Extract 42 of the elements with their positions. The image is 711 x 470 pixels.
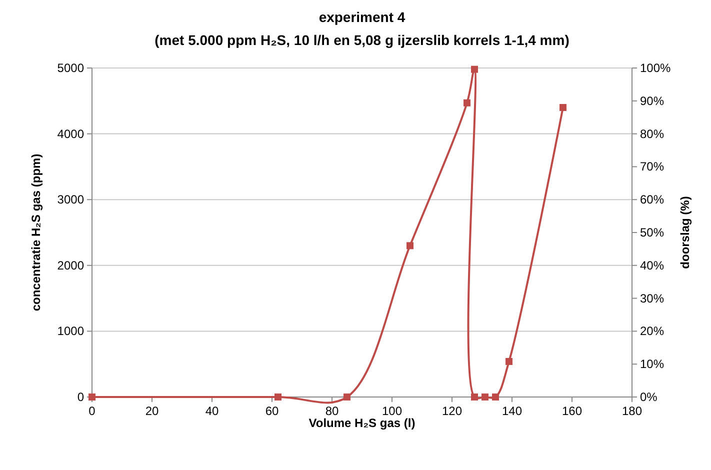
x-tick-label: 120 (442, 404, 462, 418)
point (344, 394, 350, 400)
point (471, 66, 478, 73)
x-tick-label: 60 (265, 404, 279, 418)
point (482, 394, 488, 400)
y2-axis-title: doorslag (%) (678, 196, 692, 269)
point (274, 394, 282, 400)
y-tick-label: 5000 (57, 61, 84, 75)
y2-tick-label: 10% (640, 357, 664, 372)
y-tick-label: 4000 (57, 126, 84, 141)
y2-tick-label: 60% (640, 192, 664, 207)
y2-tick-label: 90% (640, 94, 664, 108)
x-tick-label: 180 (622, 404, 642, 418)
x-tick-label: 0 (88, 404, 96, 418)
y-tick-label: 2000 (57, 258, 84, 272)
y2-tick-label: 100% (640, 61, 672, 75)
x-tick-label: 140 (502, 404, 522, 418)
y-tick-label: 3000 (57, 192, 84, 207)
chart-subtitle: (met 5.000 ppm H₂S, 10 l/h en 5,08 g ijzerslib korrels 1-1,4 mm) (154, 32, 570, 48)
chart-title: experiment 4 (318, 9, 406, 25)
y2-tick-label: 20% (640, 324, 664, 338)
x-tick-label: 100 (382, 404, 402, 418)
y-tick-label: 0 (77, 390, 84, 404)
x-tick-label: 80 (325, 404, 339, 418)
y2-tick-label: 70% (640, 160, 664, 174)
y2-tick-label: 40% (640, 258, 664, 272)
y2-tick-label: 50% (640, 226, 664, 240)
point (492, 394, 499, 400)
y2-tick-label: 30% (640, 291, 664, 306)
point (560, 104, 566, 111)
y2-tick-label: 0% (640, 390, 658, 404)
x-tick-label: 160 (562, 404, 582, 418)
x-tick-label: 40 (205, 404, 219, 418)
point (464, 99, 470, 106)
point (406, 242, 414, 250)
y-axis-title: concentratie H₂S gas (ppm) (29, 154, 43, 312)
point (471, 394, 478, 400)
x-axis-title: Volume H₂S gas (l) (308, 416, 416, 430)
x-tick-label: 20 (145, 404, 159, 418)
y-tick-label: 1000 (57, 324, 84, 338)
point (506, 358, 512, 365)
y2-tick-label: 80% (640, 126, 664, 141)
